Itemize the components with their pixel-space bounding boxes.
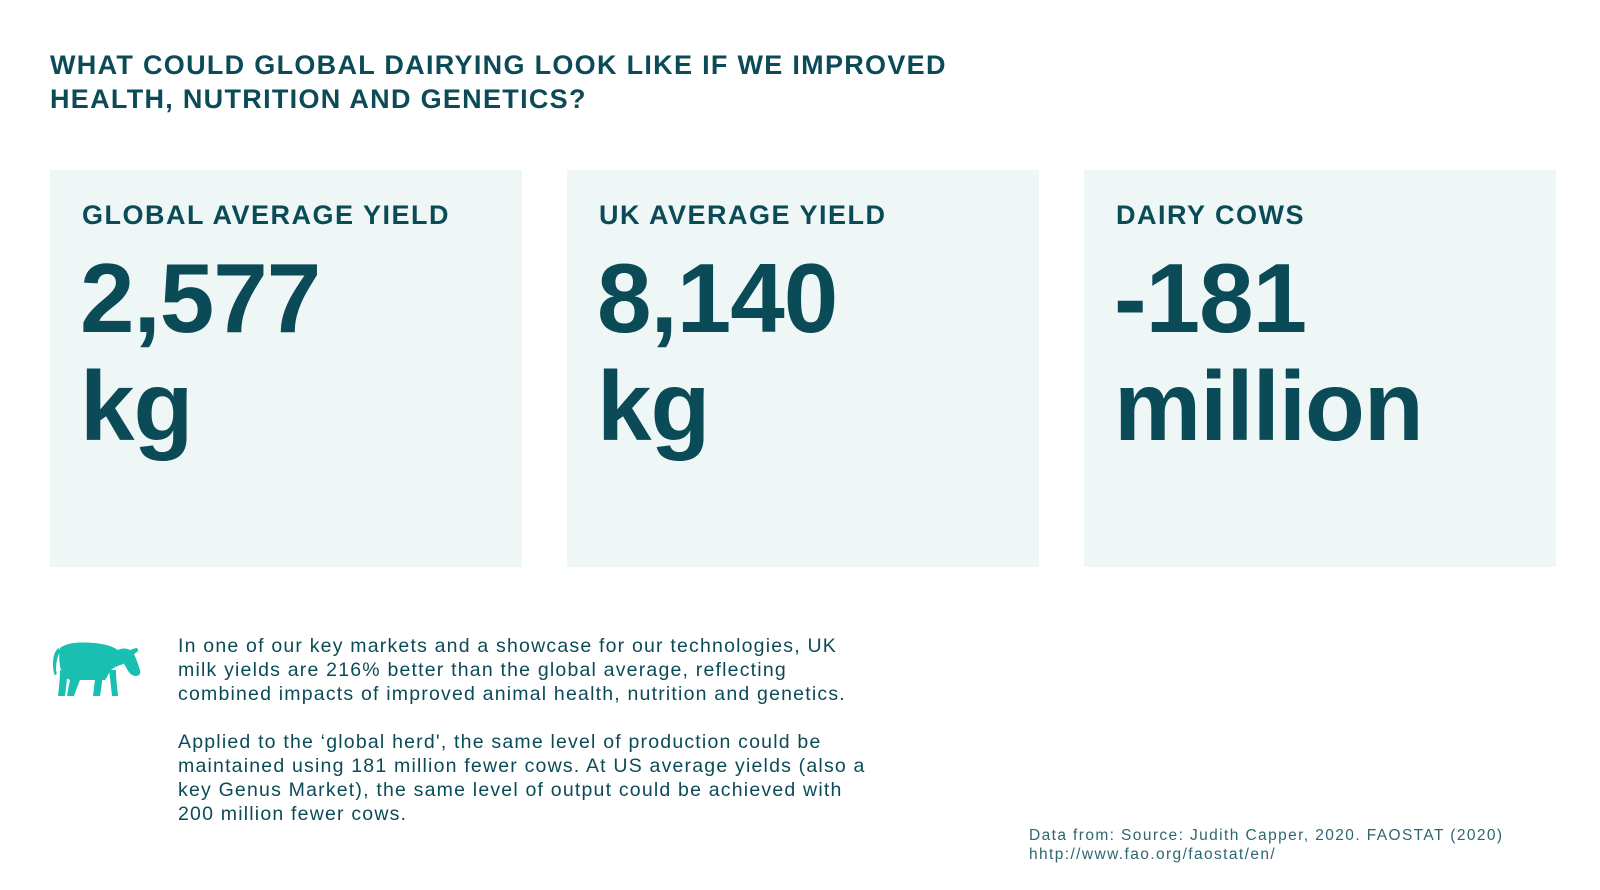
stat-card-unit: kg	[80, 351, 193, 461]
stat-card-number: 8,140	[597, 243, 838, 353]
page-title-line-1: WHAT COULD GLOBAL DAIRYING LOOK LIKE IF …	[50, 50, 947, 80]
stat-card-number: 2,577	[80, 243, 321, 353]
stat-card-unit: kg	[597, 351, 710, 461]
stat-card-number: -181	[1114, 243, 1307, 353]
stat-card-value: 2,577 kg	[80, 243, 321, 461]
stat-card-uk-average-yield: UK AVERAGE YIELD 8,140 kg	[567, 170, 1039, 567]
data-source-note: Data from: Source: Judith Capper, 2020. …	[1029, 826, 1589, 864]
description-paragraph-2: Applied to the ‘global herd', the same l…	[178, 731, 866, 825]
stat-card-value: -181 million	[1114, 243, 1424, 461]
description-paragraph-1: In one of our key markets and a showcase…	[178, 635, 846, 705]
stat-card-label: UK AVERAGE YIELD	[599, 200, 887, 230]
data-source-line-1: Data from: Source: Judith Capper, 2020. …	[1029, 827, 1504, 844]
stat-card-unit: million	[1114, 351, 1424, 461]
cow-icon	[53, 642, 141, 696]
stat-card-global-average-yield: GLOBAL AVERAGE YIELD 2,577 kg	[50, 170, 522, 567]
stat-card-label: DAIRY COWS	[1116, 200, 1306, 230]
page-title-line-2: HEALTH, NUTRITION AND GENETICS?	[50, 84, 587, 114]
stat-card-label: GLOBAL AVERAGE YIELD	[82, 200, 451, 230]
stat-card-value: 8,140 kg	[597, 243, 838, 461]
page-title: WHAT COULD GLOBAL DAIRYING LOOK LIKE IF …	[50, 48, 1010, 116]
stat-card-dairy-cows: DAIRY COWS -181 million	[1084, 170, 1556, 567]
data-source-url: hhtp://www.fao.org/faostat/en/	[1029, 846, 1277, 863]
description-text: In one of our key markets and a showcase…	[178, 634, 878, 850]
